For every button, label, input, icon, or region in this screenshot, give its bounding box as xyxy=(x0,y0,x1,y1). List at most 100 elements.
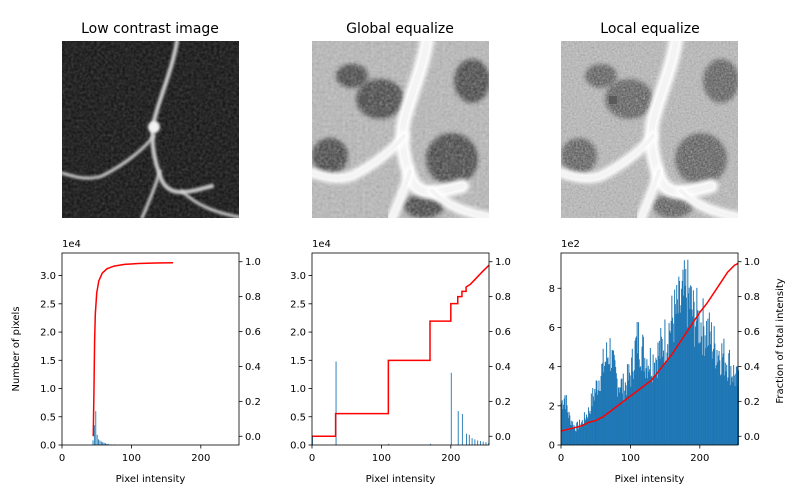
histogram-bar xyxy=(579,427,581,445)
histogram-bar xyxy=(617,387,619,445)
histogram-bar xyxy=(716,349,718,445)
histogram-bar xyxy=(597,390,599,445)
histogram-bar xyxy=(601,363,603,445)
histogram-bar xyxy=(709,331,711,445)
histogram-bar xyxy=(680,305,682,445)
axes-frame xyxy=(560,252,739,446)
histogram-bar xyxy=(727,377,729,445)
histogram-bar xyxy=(606,342,608,445)
histogram-bar xyxy=(590,414,592,445)
y-tick-label: 6 xyxy=(549,323,555,334)
histogram-bar xyxy=(620,387,621,445)
histogram-bar xyxy=(632,371,634,445)
cdf-line xyxy=(312,264,490,438)
image-panel-low-contrast: Low contrast image xyxy=(62,21,239,218)
histogram-bar xyxy=(715,368,717,445)
histogram-bar xyxy=(692,290,694,445)
histogram-bar xyxy=(100,441,102,445)
histogram-bar xyxy=(566,405,568,445)
histogram-bar xyxy=(335,361,337,445)
histogram-bar xyxy=(670,320,672,445)
vessel-core xyxy=(561,134,655,181)
histogram-bar xyxy=(662,356,664,445)
image-title: Local equalize xyxy=(600,21,699,37)
histogram-bar xyxy=(697,343,699,445)
y-tick-label: 1.5 xyxy=(290,356,306,367)
y2-tick-label: 0.0 xyxy=(245,432,261,443)
histogram-bar xyxy=(683,295,685,445)
histogram-bar xyxy=(641,346,643,445)
x-axis-label: Pixel intensity xyxy=(366,474,436,485)
histogram-bar xyxy=(615,367,617,445)
histogram-bar xyxy=(722,353,724,445)
histogram-bar xyxy=(606,358,608,445)
histogram-bar xyxy=(596,381,598,445)
histogram-bar xyxy=(582,423,584,445)
histogram-bar xyxy=(708,312,710,445)
histogram-bar xyxy=(610,371,612,445)
histogram-bar xyxy=(723,338,725,445)
histogram-bar xyxy=(471,438,473,445)
histogram-bar xyxy=(707,318,709,445)
histogram-bar xyxy=(731,376,733,445)
histogram-bar xyxy=(686,327,688,445)
histogram-bar xyxy=(570,420,572,445)
histogram-bar xyxy=(575,431,577,445)
histogram-bar xyxy=(659,358,661,445)
histogram-bar xyxy=(647,365,649,445)
histogram-bar xyxy=(622,373,624,445)
histogram-bar xyxy=(640,366,642,445)
y2-tick-label: 0.8 xyxy=(744,292,760,303)
histogram-bar xyxy=(633,379,635,445)
histogram-bar xyxy=(624,382,626,445)
histogram-bar xyxy=(312,436,313,445)
histogram-bar xyxy=(724,375,726,445)
histogram-bar xyxy=(701,355,703,445)
histogram-bar xyxy=(679,312,681,445)
histogram-bar xyxy=(711,358,713,445)
histogram-bar xyxy=(676,285,678,445)
histogram-bar xyxy=(587,418,589,445)
histogram-bar xyxy=(564,395,566,445)
histogram-bar xyxy=(646,359,648,445)
histogram-bar xyxy=(601,363,603,445)
vessel-core xyxy=(639,169,661,218)
x-tick-label: 100 xyxy=(621,453,640,464)
histogram-bar xyxy=(590,393,592,445)
histogram-bar xyxy=(615,373,617,445)
histogram-bars xyxy=(312,361,490,445)
histogram-bar xyxy=(706,320,708,445)
histogram-bar xyxy=(574,426,576,445)
histogram-bar xyxy=(604,365,606,445)
histogram-bar xyxy=(106,443,108,445)
histogram-bar xyxy=(99,440,101,445)
y-tick-label: 0.5 xyxy=(40,412,56,423)
histogram-bar xyxy=(654,362,656,445)
histogram-bar xyxy=(563,404,565,445)
histogram-bar xyxy=(631,348,633,445)
histogram-bar xyxy=(715,365,717,445)
histogram-bar xyxy=(698,310,700,445)
histogram-bar xyxy=(675,313,677,445)
y-multiplier: 1e2 xyxy=(561,239,580,250)
histogram-bar xyxy=(105,443,106,445)
y2-tick-label: 0.2 xyxy=(495,397,511,408)
histogram-bar xyxy=(565,395,567,445)
histogram-bar xyxy=(595,392,597,445)
histogram-bar xyxy=(658,356,660,445)
histogram-bar xyxy=(717,355,719,445)
y-tick-label: 8 xyxy=(549,284,555,295)
axes-frame xyxy=(61,252,240,446)
histogram-bar xyxy=(735,373,737,445)
histogram-bar xyxy=(583,412,585,445)
histogram-bar xyxy=(450,372,452,445)
histogram-bar xyxy=(588,407,590,445)
y2-tick-label: 0.4 xyxy=(245,362,261,373)
y2-tick-label: 0.6 xyxy=(495,327,511,338)
histogram-bar xyxy=(655,357,657,445)
histogram-bar xyxy=(628,364,630,445)
histogram-bar xyxy=(688,287,690,445)
histogram-bar xyxy=(700,322,702,445)
histogram-bar xyxy=(482,441,484,445)
